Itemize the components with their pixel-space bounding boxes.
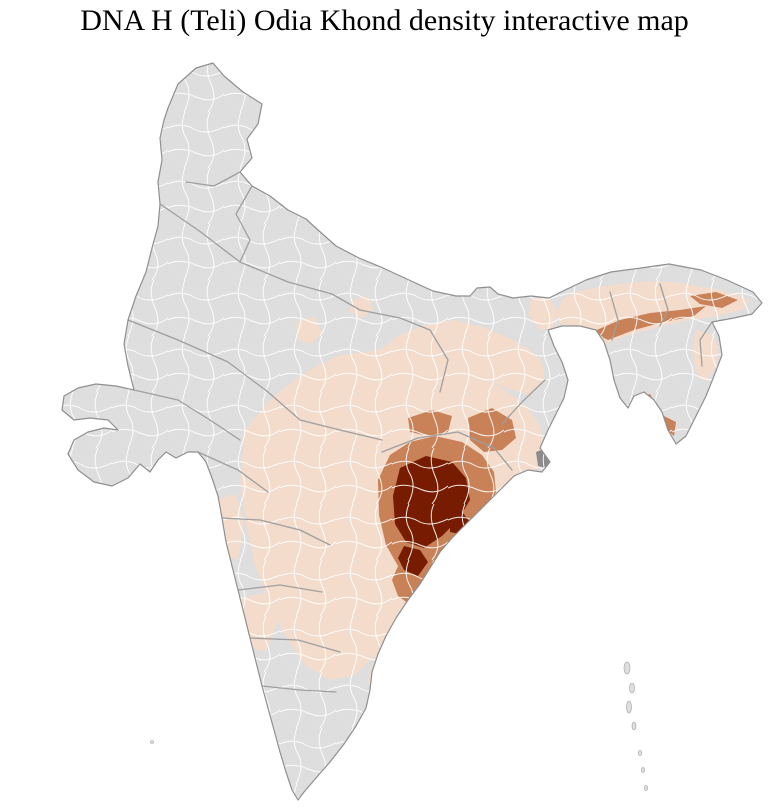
island[interactable] <box>629 682 635 694</box>
islands-group <box>150 661 648 791</box>
density-region-low[interactable] <box>168 456 192 488</box>
island[interactable] <box>638 750 642 756</box>
island[interactable] <box>631 721 637 731</box>
island[interactable] <box>150 740 154 744</box>
state-borders <box>127 171 713 693</box>
island[interactable] <box>644 785 648 791</box>
density-regions <box>62 63 762 800</box>
map-title: DNA H (Teli) Odia Khond density interact… <box>80 4 689 37</box>
island[interactable] <box>641 767 645 773</box>
district-borders-overlay <box>62 63 762 800</box>
island[interactable] <box>626 700 632 714</box>
island[interactable] <box>623 661 631 675</box>
